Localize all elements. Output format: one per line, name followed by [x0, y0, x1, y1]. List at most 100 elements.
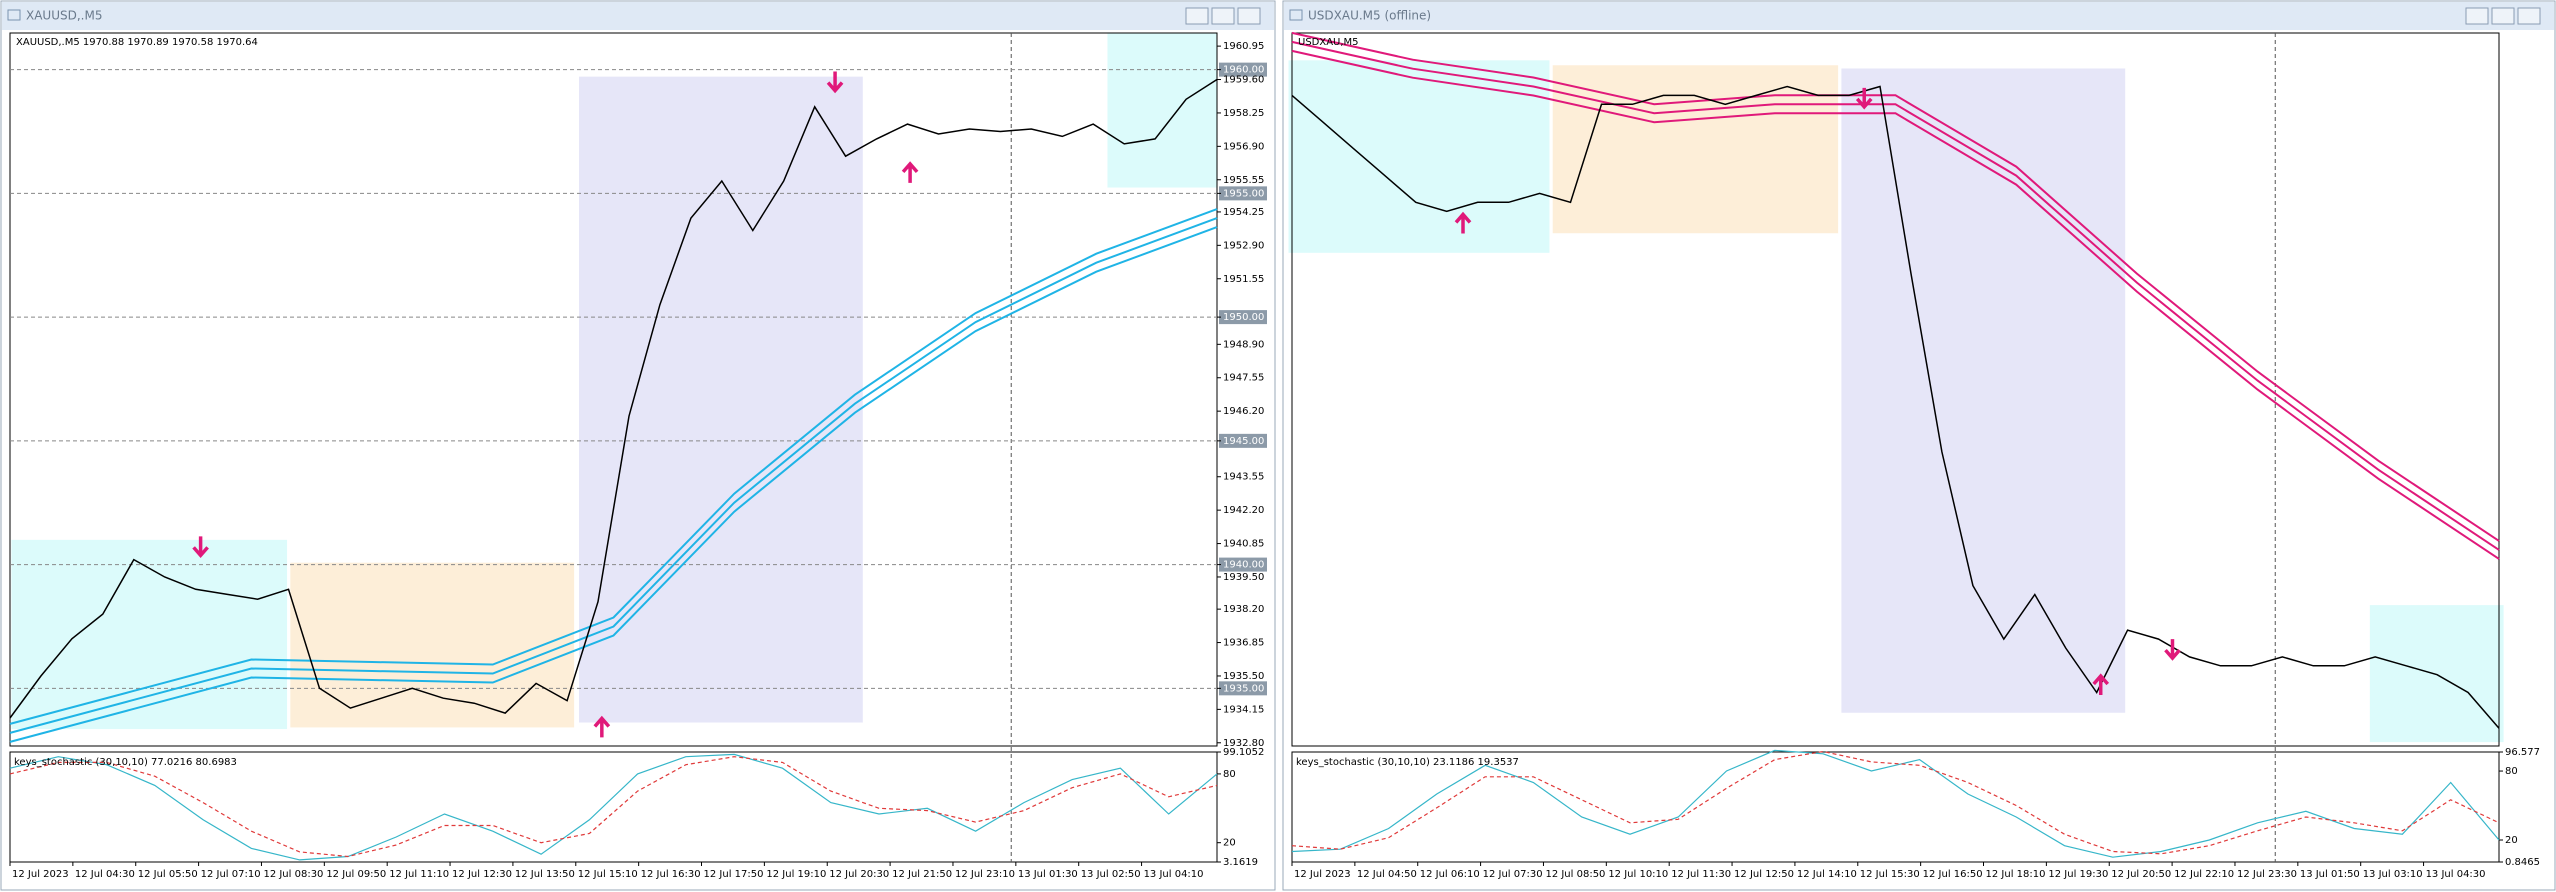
window-button[interactable] — [2465, 7, 2489, 25]
window-button[interactable] — [1237, 7, 1261, 25]
moving-average — [9, 226, 1218, 743]
highlight-zone — [1841, 68, 2126, 713]
price-tick-label: 1956.90 — [1223, 141, 1264, 152]
price-tick-label: 1951.55 — [1223, 274, 1264, 285]
price-tick-label: 1945.00 — [1223, 436, 1264, 447]
price-tick-label: 1960.95 — [1223, 41, 1264, 52]
time-tick-label: 12 Jul 07:30 — [1483, 869, 1543, 880]
time-tick-label: 12 Jul 08:30 — [263, 869, 323, 880]
price-tick-label: 1942.20 — [1223, 505, 1264, 516]
window-button[interactable] — [2491, 7, 2515, 25]
time-tick-label: 12 Jul 20:30 — [829, 869, 889, 880]
window-icon — [1289, 9, 1303, 21]
time-tick-label: 12 Jul 22:10 — [2174, 869, 2234, 880]
signal-arrow — [192, 536, 209, 559]
time-tick-label: 12 Jul 04:50 — [1357, 869, 1417, 880]
price-tick-label: 1940.00 — [1223, 560, 1264, 571]
highlight-zone — [2369, 605, 2504, 743]
time-tick-label: 13 Jul 03:10 — [2363, 869, 2423, 880]
time-tick-label: 12 Jul 11:30 — [1671, 869, 1731, 880]
price-tick-label: 1935.00 — [1223, 683, 1264, 694]
price-tick-label: 1952.90 — [1223, 240, 1264, 251]
indicator-tick-label: 20 — [1223, 838, 1236, 849]
indicator-label: keys_stochastic (30,10,10) 77.0216 80.69… — [14, 757, 237, 768]
price-tick-label: 1955.55 — [1223, 175, 1264, 186]
price-tick-label: 1950.00 — [1223, 312, 1264, 323]
time-tick-label: 12 Jul 05:50 — [138, 869, 198, 880]
indicator-tick-label: 3.1619 — [1223, 857, 1258, 868]
time-tick-label: 12 Jul 09:50 — [326, 869, 386, 880]
window-title: USDXAU.M5 (offline) — [1308, 9, 1431, 23]
window-button[interactable] — [2517, 7, 2541, 25]
price-label-bg — [1219, 310, 1267, 325]
price-line — [1291, 85, 2500, 729]
price-label-bg — [1219, 681, 1267, 696]
moving-average — [9, 217, 1218, 734]
signal-arrow — [593, 715, 611, 738]
moving-average — [1291, 49, 2500, 560]
price-tick-label: 1934.15 — [1223, 704, 1264, 715]
time-tick-label: 12 Jul 16:50 — [1923, 869, 1983, 880]
signal-arrow — [901, 161, 919, 183]
stochastic-line — [9, 753, 1218, 861]
price-tick-label: 1947.55 — [1223, 373, 1264, 384]
window-icon — [7, 9, 21, 21]
time-tick-label: 13 Jul 04:10 — [1144, 869, 1204, 880]
indicator-tick-label: 80 — [2505, 766, 2518, 777]
time-tick-label: 12 Jul 07:10 — [201, 869, 261, 880]
time-tick-label: 12 Jul 18:10 — [1986, 869, 2046, 880]
signal-line — [1291, 750, 2500, 855]
time-tick-label: 12 Jul 23:10 — [955, 869, 1015, 880]
time-tick-label: 12 Jul 15:10 — [578, 869, 638, 880]
time-tick-label: 12 Jul 2023 — [12, 869, 69, 880]
time-tick-label: 12 Jul 2023 — [1294, 869, 1351, 880]
plot-border — [9, 32, 1218, 747]
price-tick-label: 1948.90 — [1223, 339, 1264, 350]
chart-header: XAUUSD,.M5 1970.88 1970.89 1970.58 1970.… — [16, 37, 258, 48]
price-tick-label: 1954.25 — [1223, 207, 1264, 218]
time-tick-label: 12 Jul 14:10 — [1797, 869, 1857, 880]
indicator-tick-label: 99.1052 — [1223, 747, 1264, 758]
price-label-bg — [1219, 557, 1267, 572]
time-tick-label: 12 Jul 19:30 — [2048, 869, 2108, 880]
title-bar — [2, 2, 1274, 30]
time-tick-label: 12 Jul 12:30 — [452, 869, 512, 880]
highlight-zone — [290, 562, 575, 728]
price-tick-label: 1932.80 — [1223, 738, 1264, 749]
time-tick-label: 12 Jul 13:50 — [515, 869, 575, 880]
time-tick-label: 12 Jul 06:10 — [1420, 869, 1480, 880]
indicator-label: keys_stochastic (30,10,10) 23.1186 19.35… — [1296, 757, 1519, 768]
signal-line — [9, 756, 1218, 858]
time-tick-label: 12 Jul 10:10 — [1608, 869, 1668, 880]
price-tick-label: 1946.20 — [1223, 406, 1264, 417]
indicator-tick-label: 96.577 — [2505, 747, 2540, 758]
highlight-zone — [579, 76, 863, 723]
moving-average — [1291, 40, 2500, 551]
highlight-zone — [1288, 60, 1550, 253]
window-button[interactable] — [1211, 7, 1235, 25]
price-tick-label: 1960.00 — [1223, 65, 1264, 76]
indicator-tick-label: 80 — [1223, 769, 1236, 780]
stochastic-line — [1291, 749, 2500, 858]
time-tick-label: 12 Jul 04:30 — [75, 869, 135, 880]
time-tick-label: 12 Jul 19:10 — [766, 869, 826, 880]
price-tick-label: 1959.60 — [1223, 75, 1264, 86]
time-tick-label: 12 Jul 12:50 — [1734, 869, 1794, 880]
price-label-bg — [1219, 186, 1267, 201]
time-tick-label: 12 Jul 16:30 — [641, 869, 701, 880]
time-tick-label: 12 Jul 08:50 — [1545, 869, 1605, 880]
time-tick-label: 12 Jul 20:50 — [2111, 869, 2171, 880]
price-tick-label: 1936.85 — [1223, 638, 1264, 649]
window-button[interactable] — [1185, 7, 1209, 25]
time-tick-label: 13 Jul 01:30 — [1018, 869, 1078, 880]
signal-arrow — [826, 71, 844, 94]
price-tick-label: 1955.00 — [1223, 188, 1264, 199]
signal-arrow — [2092, 673, 2110, 696]
price-tick-label: 1940.85 — [1223, 539, 1264, 550]
price-tick-label: 1938.20 — [1223, 604, 1264, 615]
time-tick-label: 12 Jul 21:50 — [892, 869, 952, 880]
price-tick-label: 1935.50 — [1223, 671, 1264, 682]
moving-average — [9, 208, 1218, 725]
moving-average — [1291, 31, 2500, 542]
